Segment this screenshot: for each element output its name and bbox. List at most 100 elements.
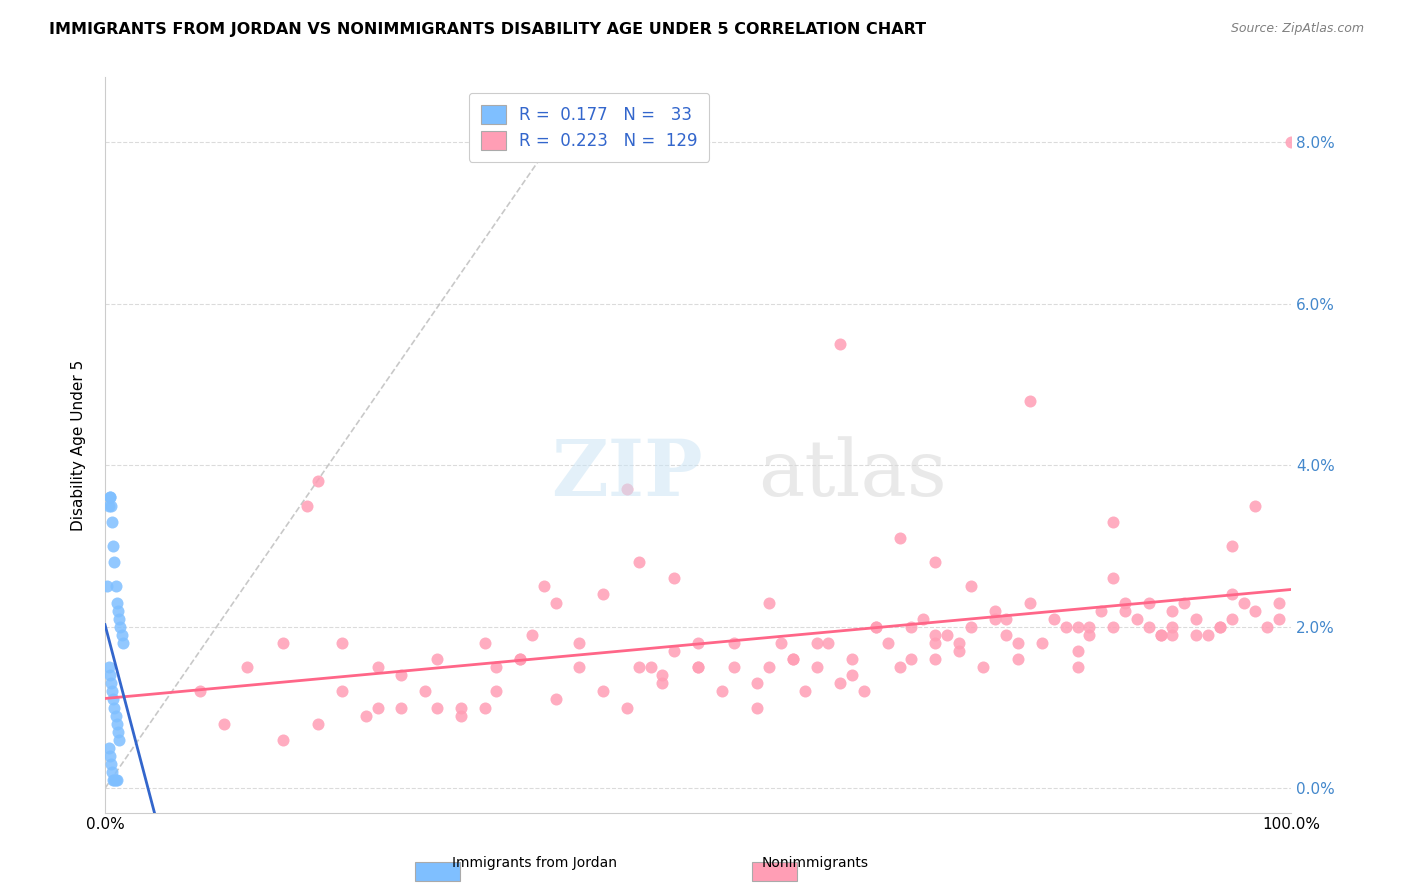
Point xyxy=(1232,595,1254,609)
Point xyxy=(101,684,124,698)
Point xyxy=(98,668,121,682)
Point xyxy=(995,612,1018,626)
Point xyxy=(1149,628,1171,642)
Point xyxy=(544,692,567,706)
Point xyxy=(101,515,124,529)
Point xyxy=(1244,604,1267,618)
Point xyxy=(100,499,122,513)
Text: Source: ZipAtlas.com: Source: ZipAtlas.com xyxy=(1230,22,1364,36)
Point xyxy=(236,660,259,674)
Point xyxy=(295,499,318,513)
Point xyxy=(995,628,1018,642)
Point xyxy=(983,612,1005,626)
Point xyxy=(100,757,122,772)
Point xyxy=(782,652,804,666)
Point xyxy=(1019,595,1042,609)
Point xyxy=(1078,628,1101,642)
Point xyxy=(664,571,686,585)
Point xyxy=(391,668,413,682)
Point xyxy=(533,579,555,593)
Point xyxy=(627,660,650,674)
Point xyxy=(110,620,132,634)
Point xyxy=(330,684,353,698)
Point xyxy=(830,676,852,690)
Point xyxy=(640,660,662,674)
Point xyxy=(959,620,981,634)
Point xyxy=(924,555,946,569)
Point xyxy=(948,644,970,658)
Point xyxy=(769,636,792,650)
Point xyxy=(747,676,769,690)
Point xyxy=(616,483,638,497)
Point xyxy=(104,708,127,723)
Point xyxy=(96,579,118,593)
Point xyxy=(105,716,128,731)
Point xyxy=(959,579,981,593)
Point xyxy=(1244,499,1267,513)
Point xyxy=(426,700,449,714)
Point xyxy=(103,555,125,569)
Point xyxy=(876,636,898,650)
Point xyxy=(1019,393,1042,408)
Point xyxy=(1031,636,1053,650)
Point xyxy=(806,636,828,650)
Point xyxy=(1197,628,1219,642)
Point xyxy=(1220,539,1243,553)
Point xyxy=(100,676,122,690)
Point xyxy=(900,620,922,634)
Point xyxy=(1066,660,1088,674)
Point xyxy=(817,636,839,650)
Point xyxy=(509,652,531,666)
Point xyxy=(651,668,673,682)
Point xyxy=(592,587,614,601)
Point xyxy=(330,636,353,650)
Point xyxy=(98,491,121,505)
Point xyxy=(108,612,131,626)
Point xyxy=(627,555,650,569)
Point xyxy=(793,684,815,698)
Point xyxy=(782,652,804,666)
Text: Nonimmigrants: Nonimmigrants xyxy=(762,855,869,870)
Point xyxy=(1149,628,1171,642)
Point xyxy=(1256,620,1278,634)
Point xyxy=(111,636,134,650)
Point xyxy=(912,612,935,626)
Point xyxy=(948,636,970,650)
Point xyxy=(568,660,591,674)
Point xyxy=(107,604,129,618)
Point xyxy=(1161,604,1184,618)
Point xyxy=(710,684,733,698)
Point xyxy=(485,684,508,698)
Point xyxy=(426,652,449,666)
Point xyxy=(1137,595,1160,609)
Point xyxy=(924,628,946,642)
Point xyxy=(104,579,127,593)
Point xyxy=(188,684,211,698)
Point xyxy=(1007,636,1029,650)
Point xyxy=(450,700,472,714)
Point xyxy=(865,620,887,634)
Point xyxy=(107,724,129,739)
Point xyxy=(686,660,709,674)
Point xyxy=(391,700,413,714)
Text: Immigrants from Jordan: Immigrants from Jordan xyxy=(451,855,617,870)
Point xyxy=(485,660,508,674)
Point xyxy=(105,595,128,609)
Point xyxy=(544,595,567,609)
Point xyxy=(103,773,125,788)
Point xyxy=(308,475,330,489)
Point xyxy=(1114,595,1136,609)
Point xyxy=(1078,620,1101,634)
Point xyxy=(413,684,436,698)
Point xyxy=(450,708,472,723)
Point xyxy=(806,660,828,674)
Point xyxy=(1102,515,1125,529)
Point xyxy=(758,595,780,609)
Point xyxy=(686,660,709,674)
Point xyxy=(889,531,911,545)
Point xyxy=(97,660,120,674)
Point xyxy=(830,337,852,351)
Point xyxy=(108,732,131,747)
Point xyxy=(509,652,531,666)
Point xyxy=(104,773,127,788)
